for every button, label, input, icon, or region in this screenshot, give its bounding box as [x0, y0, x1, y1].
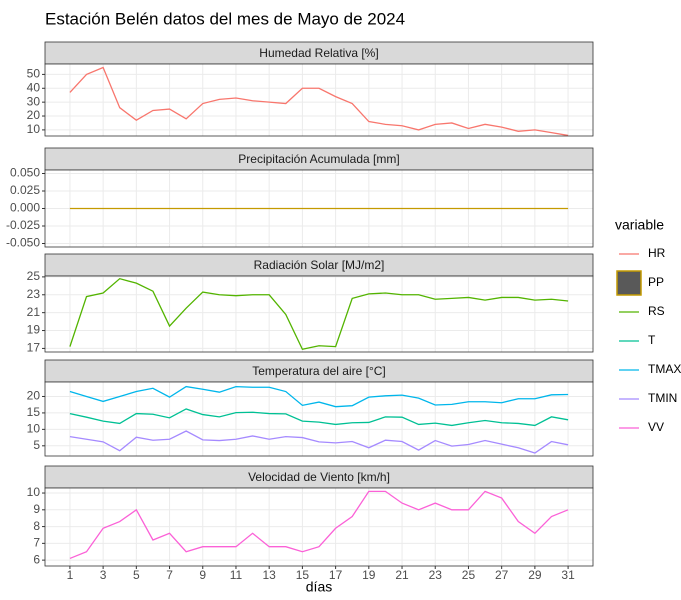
x-tick-label: 21: [395, 568, 409, 582]
y-tick-label: 10: [27, 485, 41, 499]
y-tick-label: 5: [33, 438, 40, 452]
legend-key: [616, 270, 642, 296]
legend-label: TMIN: [648, 391, 677, 405]
x-tick-label: 23: [429, 568, 443, 582]
x-tick-label: 29: [528, 568, 542, 582]
legend-label: T: [648, 333, 656, 347]
y-tick-label: 6: [33, 552, 40, 566]
legend-label: VV: [648, 420, 664, 434]
x-tick-label: 7: [166, 568, 173, 582]
y-tick-label: 20: [27, 389, 41, 403]
x-tick-label: 9: [199, 568, 206, 582]
line-series: [69, 277, 569, 351]
y-tick-label: 7: [33, 536, 40, 550]
x-tick-label: 3: [100, 568, 107, 582]
x-tick-label: 13: [263, 568, 277, 582]
y-tick-label: 15: [27, 405, 41, 419]
x-tick-label: 1: [67, 568, 74, 582]
chart-title: Estación Belén datos del mes de Mayo de …: [45, 9, 405, 28]
panel-title: Velocidad de Viento [km/h]: [248, 470, 390, 484]
panel-border: [44, 487, 594, 567]
line-series: [69, 408, 569, 427]
x-tick-label: 27: [495, 568, 509, 582]
panel-border: [44, 169, 594, 248]
panel-border: [44, 63, 594, 137]
line-series: [69, 430, 569, 454]
y-tick-label: 50: [27, 67, 41, 81]
line-series: [69, 385, 569, 408]
panel-title: Humedad Relativa [%]: [259, 46, 378, 60]
y-tick-label: 0.000: [10, 201, 40, 215]
y-tick-label: 20: [27, 108, 41, 122]
panel: [45, 276, 593, 352]
y-tick-label: 17: [27, 341, 41, 355]
y-tick-label: 19: [27, 323, 41, 337]
x-tick-label: 25: [462, 568, 476, 582]
legend-label: PP: [648, 275, 664, 289]
y-tick-label: 10: [27, 422, 41, 436]
line-series: [69, 66, 569, 137]
legend-label: RS: [648, 304, 665, 318]
panel-border: [44, 275, 594, 353]
y-tick-label: 9: [33, 502, 40, 516]
y-tick-label: 0.050: [10, 166, 40, 180]
y-tick-label: 40: [27, 80, 41, 94]
x-tick-label: 5: [133, 568, 140, 582]
x-axis-label: días: [306, 579, 332, 595]
x-tick-label: 31: [561, 568, 575, 582]
x-tick-label: 11: [230, 568, 243, 582]
legend-title: variable: [615, 217, 664, 233]
y-tick-label: 0.025: [10, 183, 40, 197]
x-tick-label: 17: [329, 568, 343, 582]
panel-title: Radiación Solar [MJ/m2]: [254, 258, 385, 272]
y-tick-label: 8: [33, 519, 40, 533]
x-tick-label: 15: [296, 568, 310, 582]
panel-title: Temperatura del aire [°C]: [252, 364, 386, 378]
y-tick-label: 30: [27, 94, 41, 108]
x-tick-label: 19: [362, 568, 376, 582]
panel-border: [44, 381, 594, 457]
y-tick-label: -0.025: [6, 218, 40, 232]
y-tick-label: -0.050: [6, 236, 40, 250]
y-tick-label: 21: [27, 305, 41, 319]
legend-label: HR: [648, 246, 666, 260]
y-tick-label: 25: [27, 269, 41, 283]
y-tick-label: 10: [27, 122, 41, 136]
panel-title: Precipitación Acumulada [mm]: [238, 152, 399, 166]
line-series: [69, 490, 569, 560]
legend-label: TMAX: [648, 362, 681, 376]
y-tick-label: 23: [27, 287, 41, 301]
